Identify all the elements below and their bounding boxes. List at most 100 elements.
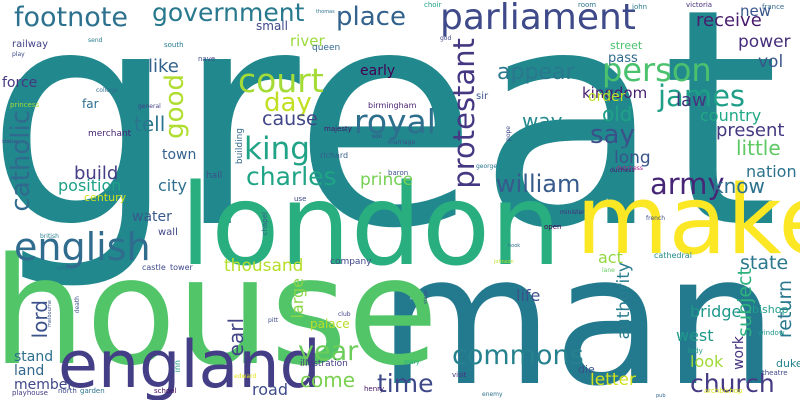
word-country: country (700, 106, 762, 125)
word-lane: lane (602, 267, 615, 274)
word-window: window (758, 329, 785, 337)
word-authority: authority (614, 262, 634, 340)
word-god: god (440, 35, 452, 42)
word-johnson: johnson (494, 259, 514, 265)
word-henry: henry (364, 385, 385, 393)
word-edward: edward (234, 373, 257, 380)
word-inn: inn (173, 360, 182, 373)
word-pass: pass (608, 51, 638, 66)
word-john: john (632, 3, 648, 11)
word-queen: queen (312, 43, 341, 53)
word-tell: tell (134, 112, 166, 136)
word-great: great (0, 0, 780, 294)
word-build: build (74, 163, 119, 184)
word-king: king (244, 131, 310, 167)
word-france: france (762, 3, 785, 11)
word-bridge: bridge (690, 302, 742, 321)
word-large: large (288, 278, 307, 319)
word-school: school (154, 387, 177, 395)
word-use: use (294, 195, 307, 203)
word-majesty: majesty (324, 125, 352, 133)
word-kingdom: kingdom (582, 84, 648, 102)
word-man: man (378, 217, 778, 400)
word-force: force (2, 75, 38, 91)
word-company: company (330, 257, 372, 267)
word-room: room (578, 1, 597, 9)
word-act: act (598, 248, 623, 267)
word-castle: castle (142, 263, 166, 272)
word-sir: sir (476, 91, 489, 102)
word-protestant: protestant (447, 38, 481, 189)
word-life: life (516, 286, 541, 305)
word-little: little (736, 136, 781, 160)
word-nave: nave (198, 55, 216, 63)
word-small: small (256, 19, 288, 33)
word-old: old (602, 102, 633, 126)
word-merchant: merchant (88, 129, 132, 139)
word-catholic: catholic (6, 110, 36, 212)
word-present: present (716, 120, 785, 141)
word-position: position (58, 176, 122, 195)
word-letter: letter (590, 370, 636, 390)
word-birmingham: birmingham (368, 101, 417, 110)
word-archbishop: archbishop (704, 387, 743, 395)
word-land: land (14, 363, 45, 379)
word-garden: garden (80, 387, 105, 395)
word-richard: richard (320, 151, 349, 160)
word-george: george (476, 163, 498, 170)
word-work: work (731, 336, 747, 370)
word-mary: mary (404, 359, 420, 366)
word-minister: minister (560, 209, 585, 216)
word-statue: statue (2, 139, 18, 145)
word-good: good (160, 74, 190, 139)
word-theatre: theatre (762, 369, 788, 377)
word-power: power (738, 32, 791, 52)
word-court: court (238, 61, 324, 100)
word-stage: stage (423, 290, 429, 304)
word-army: army (650, 167, 725, 201)
word-royal: royal (354, 102, 436, 141)
word-club: club (338, 311, 351, 318)
word-river: river (290, 32, 325, 50)
word-prince: prince (360, 170, 414, 190)
word-palace: palace (310, 317, 350, 331)
word-illustration: illustration (300, 359, 348, 369)
word-cathedral: cathedral (654, 251, 692, 260)
word-thousand: thousand (224, 256, 304, 276)
word-lady: lady (688, 347, 703, 355)
word-cause: cause (262, 108, 318, 130)
word-charles: charles (246, 162, 337, 191)
word-way: way (522, 109, 563, 133)
word-building: building (235, 128, 245, 165)
word-hook: hook (508, 243, 521, 249)
word-west: west (676, 326, 714, 345)
word-pitt: pitt (268, 317, 279, 324)
word-state: state (740, 252, 789, 274)
word-early: early (360, 63, 396, 79)
word-duchess: duchess (610, 167, 635, 174)
word-enemy: enemy (482, 391, 503, 398)
word-south: south (164, 41, 184, 49)
word-chapel: chapel (261, 212, 269, 236)
word-earl: earl (224, 318, 248, 357)
word-duke: duke (776, 357, 800, 370)
word-street: street (610, 39, 643, 52)
word-north: north (58, 387, 77, 395)
word-pub: pub (656, 393, 666, 399)
word-james: james (658, 79, 746, 113)
word-footnote: footnote (14, 2, 128, 33)
word-receive: receive (696, 10, 762, 31)
word-say: say (590, 120, 635, 150)
word-william: william (496, 170, 581, 198)
word-wall: wall (158, 227, 178, 238)
word-order: order (588, 89, 626, 105)
word-french: french (646, 215, 666, 222)
word-water: water (132, 209, 172, 225)
word-stand: stand (14, 349, 54, 365)
word-far: far (82, 97, 99, 111)
word-person: person (602, 51, 712, 89)
word-london: london (180, 161, 562, 291)
word-law: law (676, 90, 707, 111)
word-day: day (264, 88, 312, 118)
word-commons: commons (452, 340, 584, 371)
